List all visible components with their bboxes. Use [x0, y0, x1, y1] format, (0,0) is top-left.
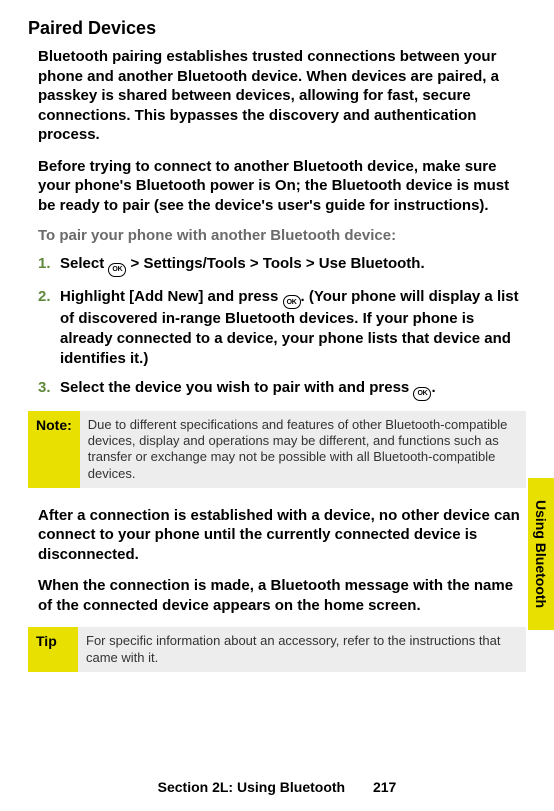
step-text: Highlight [Add New] and press OK. (Your … — [60, 287, 526, 369]
page-title: Paired Devices — [28, 18, 526, 39]
tip-label: Tip — [28, 627, 78, 672]
step3-post: . — [431, 379, 435, 396]
step1-menu-path: > Settings/Tools > Tools > Use Bluetooth — [126, 255, 420, 272]
para2-bold: On — [275, 177, 296, 194]
step-text: Select OK > Settings/Tools > Tools > Use… — [60, 254, 526, 277]
note-body: Due to different specifications and feat… — [80, 411, 526, 488]
footer-page-number: 217 — [373, 779, 396, 795]
step-list: 1. Select OK > Settings/Tools > Tools > … — [38, 254, 526, 401]
step3-pre: Select the device you wish to pair with … — [60, 379, 413, 396]
ok-key-icon: OK — [108, 263, 126, 277]
step2-bold: [Add New] — [129, 288, 203, 305]
intro-paragraph-1: Bluetooth pairing establishes trusted co… — [38, 47, 526, 145]
step-text: Select the device you wish to pair with … — [60, 378, 526, 401]
tip-callout: Tip For specific information about an ac… — [28, 627, 526, 672]
ok-key-icon: OK — [283, 295, 301, 309]
step-number: 1. — [38, 254, 60, 277]
page-footer: Section 2L: Using Bluetooth 217 — [0, 779, 554, 795]
after-paragraph-1: After a connection is established with a… — [38, 506, 526, 565]
step2-mid: and press — [203, 288, 282, 305]
side-tab: Using Bluetooth — [528, 478, 554, 630]
step-number: 2. — [38, 287, 60, 369]
step-3: 3. Select the device you wish to pair wi… — [38, 378, 526, 401]
step-number: 3. — [38, 378, 60, 401]
note-callout: Note: Due to different specifications an… — [28, 411, 526, 488]
step1-post: . — [420, 255, 424, 272]
side-tab-text: Using Bluetooth — [533, 500, 549, 608]
ok-key-icon: OK — [413, 387, 431, 401]
step-2: 2. Highlight [Add New] and press OK. (Yo… — [38, 287, 526, 369]
tip-body: For specific information about an access… — [78, 627, 526, 672]
step-1: 1. Select OK > Settings/Tools > Tools > … — [38, 254, 526, 277]
step2-pre: Highlight — [60, 288, 129, 305]
step1-pre: Select — [60, 255, 108, 272]
note-label: Note: — [28, 411, 80, 488]
intro-paragraph-2: Before trying to connect to another Blue… — [38, 157, 526, 216]
instruction-heading: To pair your phone with another Bluetoot… — [38, 227, 526, 244]
footer-section: Section 2L: Using Bluetooth — [158, 779, 345, 795]
after-paragraph-2: When the connection is made, a Bluetooth… — [38, 576, 526, 615]
